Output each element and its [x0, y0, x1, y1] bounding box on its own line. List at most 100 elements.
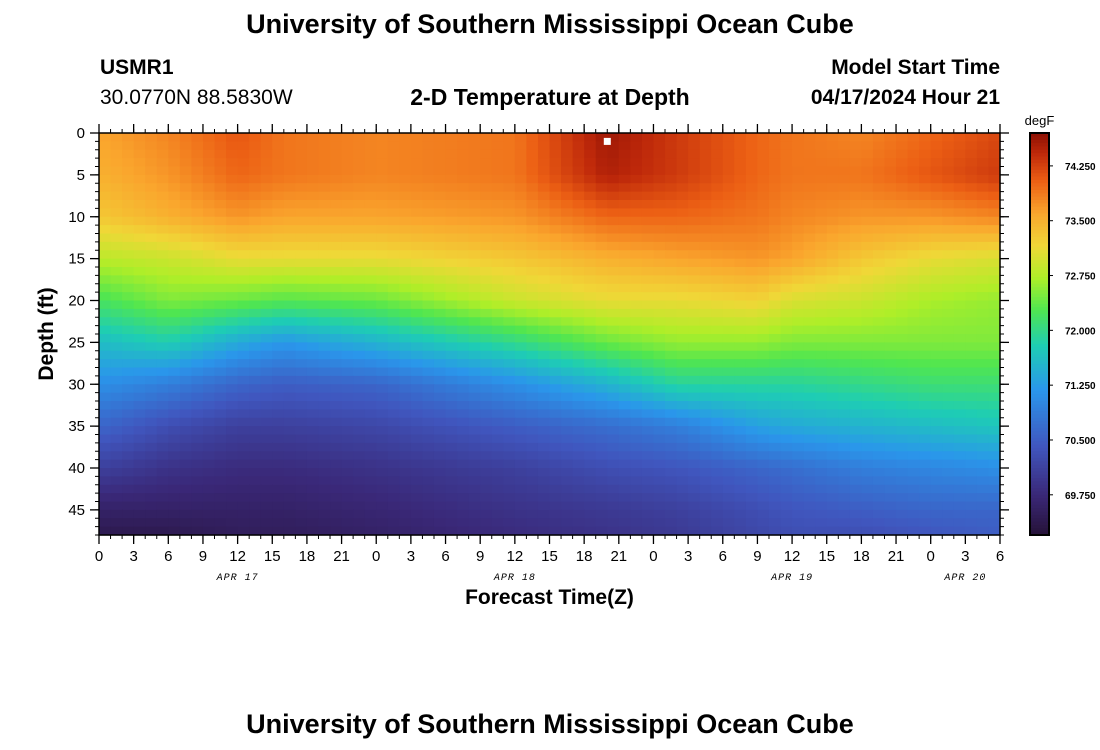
- heatmap-cell: [665, 258, 678, 268]
- heatmap-cell: [376, 300, 389, 310]
- heatmap-cell: [572, 258, 585, 268]
- heatmap-cell: [526, 225, 539, 235]
- heatmap-cell: [607, 208, 620, 218]
- heatmap-cell: [353, 166, 366, 176]
- heatmap-cell: [399, 200, 412, 209]
- heatmap-cell: [780, 208, 793, 218]
- heatmap-cell: [237, 141, 250, 151]
- heatmap-cell: [572, 442, 585, 452]
- heatmap-cell: [688, 308, 701, 318]
- heatmap-cell: [653, 342, 666, 352]
- heatmap-cell: [549, 476, 562, 486]
- heatmap-cell: [722, 384, 735, 394]
- heatmap-cell: [272, 375, 285, 385]
- heatmap-cell: [503, 250, 516, 260]
- heatmap-cell: [665, 359, 678, 369]
- heatmap-cell: [930, 166, 943, 176]
- heatmap-cell: [99, 308, 112, 318]
- heatmap-cell: [792, 518, 805, 528]
- heatmap-cell: [653, 267, 666, 276]
- colorbar-cell: [1030, 166, 1049, 171]
- heatmap-cell: [283, 292, 296, 302]
- heatmap-cell: [838, 426, 851, 436]
- colorbar-cell: [1030, 377, 1049, 382]
- heatmap-cell: [988, 275, 1001, 285]
- heatmap-cell: [457, 484, 470, 494]
- heatmap-cell: [884, 350, 897, 360]
- heatmap-cell: [711, 183, 724, 193]
- heatmap-cell: [630, 292, 643, 302]
- heatmap-cell: [272, 241, 285, 251]
- heatmap-cell: [191, 292, 204, 302]
- heatmap-cell: [214, 241, 227, 251]
- heatmap-cell: [792, 258, 805, 268]
- heatmap-cell: [295, 283, 308, 293]
- heatmap-cell: [803, 526, 816, 536]
- heatmap-cell: [179, 367, 193, 377]
- heatmap-cell: [318, 158, 331, 168]
- heatmap-cell: [364, 484, 377, 494]
- heatmap-cell: [849, 417, 862, 427]
- heatmap-cell: [491, 208, 504, 218]
- heatmap-cell: [514, 166, 527, 176]
- heatmap-cell: [838, 325, 851, 335]
- heatmap-cell: [595, 468, 608, 477]
- heatmap-cell: [110, 409, 123, 419]
- heatmap-cell: [295, 459, 308, 469]
- heatmap-cell: [145, 250, 158, 260]
- heatmap-cell: [907, 300, 920, 310]
- heatmap-cell: [861, 350, 874, 360]
- heatmap-cell: [607, 149, 620, 159]
- heatmap-cell: [561, 216, 574, 226]
- heatmap-cell: [179, 166, 193, 176]
- heatmap-cell: [907, 141, 920, 151]
- colorbar-cell: [1030, 139, 1049, 144]
- heatmap-cell: [537, 174, 551, 184]
- heatmap-cell: [399, 183, 412, 193]
- heatmap-cell: [272, 350, 285, 360]
- heatmap-cell: [491, 484, 504, 494]
- heatmap-cell: [537, 384, 551, 394]
- heatmap-cell: [919, 350, 932, 360]
- heatmap-cell: [722, 308, 735, 318]
- heatmap-cell: [480, 275, 493, 285]
- heatmap-cell: [653, 426, 666, 436]
- heatmap-cell: [919, 476, 932, 486]
- heatmap-cell: [884, 225, 897, 235]
- heatmap-cell: [376, 334, 389, 343]
- heatmap-cell: [399, 275, 412, 285]
- heatmap-cell: [561, 133, 574, 142]
- heatmap-cell: [849, 166, 862, 176]
- heatmap-cell: [387, 375, 400, 385]
- heatmap-cell: [618, 158, 631, 168]
- heatmap-cell: [907, 233, 920, 243]
- heatmap-cell: [503, 493, 516, 503]
- heatmap-cell: [156, 275, 169, 285]
- heatmap-cell: [179, 459, 193, 469]
- heatmap-cell: [306, 275, 320, 285]
- heatmap-cell: [491, 233, 504, 243]
- heatmap-cell: [792, 350, 805, 360]
- heatmap-cell: [745, 350, 759, 360]
- heatmap-cell: [353, 233, 366, 243]
- heatmap-cell: [399, 350, 412, 360]
- heatmap-cell: [618, 133, 631, 142]
- heatmap-cell: [803, 191, 816, 201]
- heatmap-cell: [676, 526, 689, 536]
- heatmap-cell: [953, 384, 966, 394]
- heatmap-cell: [110, 384, 123, 394]
- heatmap-cell: [445, 225, 458, 235]
- heatmap-cell: [341, 174, 354, 184]
- heatmap-cell: [930, 409, 943, 419]
- heatmap-cell: [491, 392, 504, 402]
- heatmap-cell: [399, 225, 412, 235]
- heatmap-cell: [838, 225, 851, 235]
- heatmap-cell: [202, 468, 216, 477]
- heatmap-cell: [410, 317, 424, 327]
- heatmap-cell: [780, 518, 793, 528]
- heatmap-cell: [457, 509, 470, 519]
- heatmap-cell: [595, 200, 608, 209]
- heatmap-cell: [399, 233, 412, 243]
- heatmap-cell: [838, 317, 851, 327]
- heatmap-cell: [953, 166, 966, 176]
